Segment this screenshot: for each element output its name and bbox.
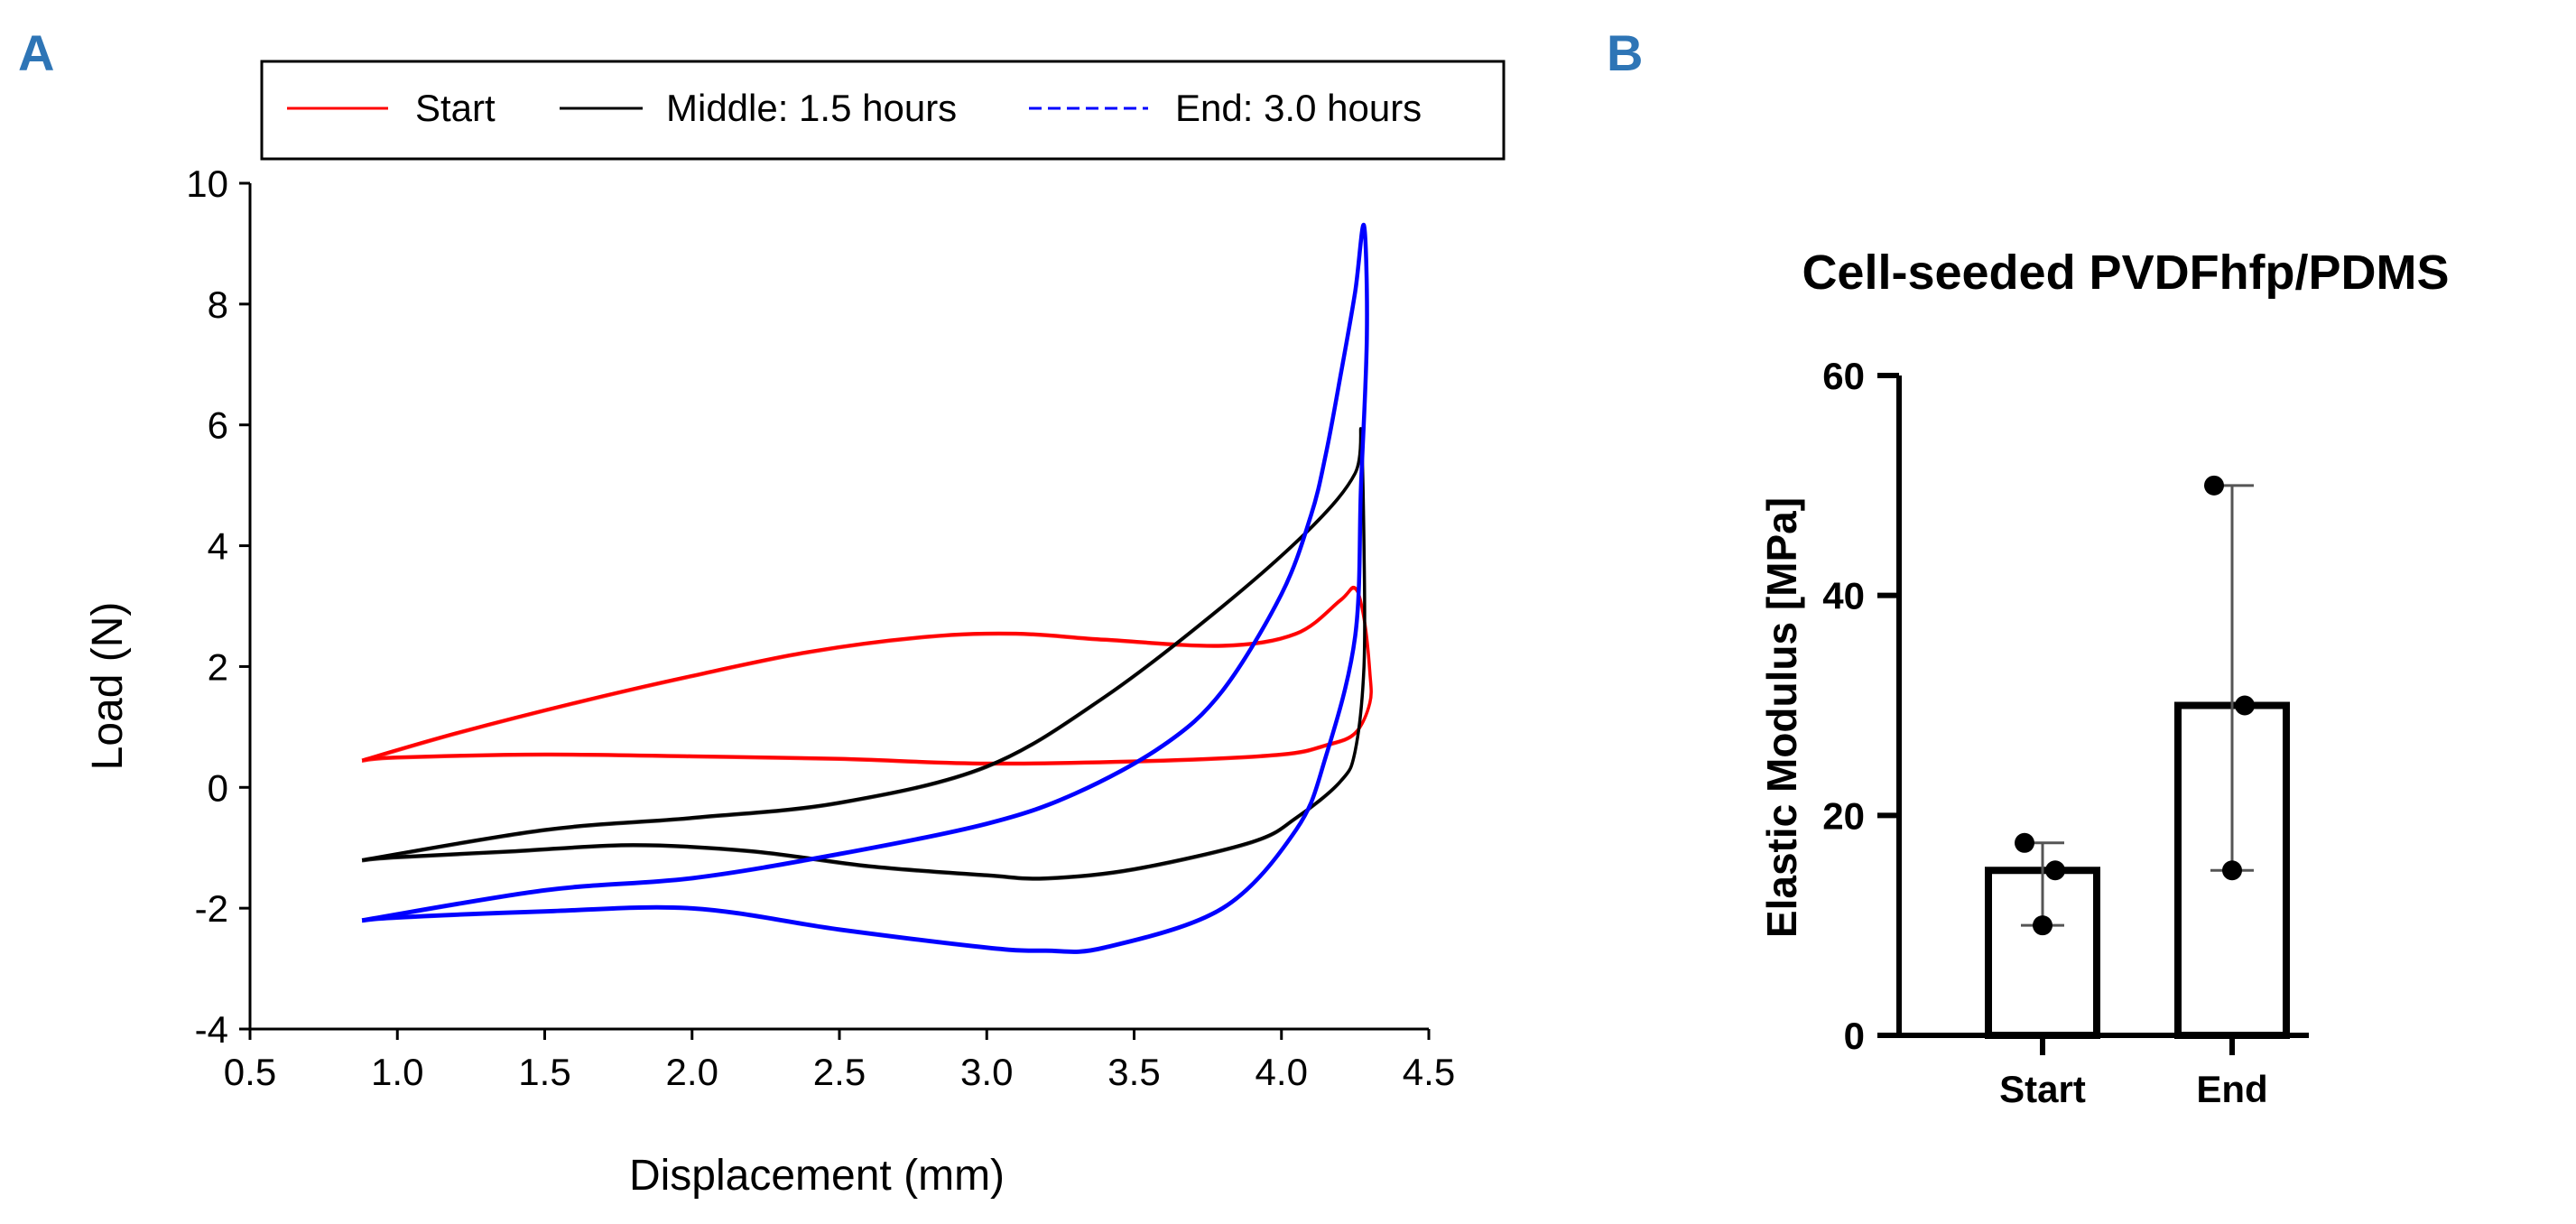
panel-a-label: A <box>18 24 54 81</box>
y-tick-label: 6 <box>208 404 228 447</box>
data-point-end <box>2222 860 2242 881</box>
y-tick-label: 20 <box>1822 794 1865 837</box>
legend: Start Middle: 1.5 hours End: 3.0 hours <box>260 60 1506 161</box>
plot-area <box>361 222 1373 955</box>
y-tick-label: 4 <box>208 525 228 568</box>
y-axis-label: Elastic Modulus [MPa] <box>1758 497 1805 938</box>
x-tick-label: 4.5 <box>1403 1051 1455 1093</box>
x-tick-label-end: End <box>2196 1068 2267 1110</box>
x-axis-label: Displacement (mm) <box>629 1152 1005 1200</box>
y-axis-label: Load (N) <box>84 602 132 771</box>
legend-label-end-3-0-hours: End: 3.0 hours <box>1175 87 1422 129</box>
y-tick-label: -4 <box>195 1008 228 1051</box>
y-tick-label: 40 <box>1822 575 1865 617</box>
series-line-middle-1-5-hours <box>361 427 1367 880</box>
x-tick-label-start: Start <box>1999 1068 2086 1110</box>
y-tick-label: 0 <box>208 766 228 809</box>
y-tick-label: 2 <box>208 645 228 688</box>
y-tick-label: 0 <box>1844 1015 1865 1057</box>
x-tick-label: 0.5 <box>224 1051 276 1093</box>
x-tick-label: 3.5 <box>1107 1051 1160 1093</box>
x-tick-label: 2.0 <box>666 1051 718 1093</box>
data-point-end <box>2204 475 2224 496</box>
bar-start <box>1985 867 2100 1039</box>
x-tick-label: 4.0 <box>1256 1051 1308 1093</box>
series-line-middle-1-5-hours-cycle <box>361 430 1366 881</box>
series-line-start-cycle <box>361 588 1372 766</box>
x-tick-label: 1.0 <box>371 1051 423 1093</box>
series-line-end-3-0-hours-cycle <box>361 226 1368 955</box>
y-tick-label: 60 <box>1822 355 1865 397</box>
y-tick-label: 10 <box>186 162 228 205</box>
series-line-end-3-0-hours <box>361 222 1369 954</box>
chart-title: Cell-seeded PVDFhfp/PDMS <box>1802 246 2449 300</box>
legend-box <box>260 60 1506 161</box>
x-tick-label: 3.0 <box>960 1051 1013 1093</box>
y-tick-label: 8 <box>208 283 228 326</box>
y-tick-label: -2 <box>195 887 228 930</box>
panel-b-bar-chart: Cell-seeded PVDFhfp/PDMS Elastic Modulus… <box>1758 246 2450 1110</box>
data-point-end <box>2235 695 2255 716</box>
data-point-start <box>2045 860 2065 881</box>
axes: -4 -2 0 2 4 6 8 10 0.5 1.0 1.5 2.0 2.5 3.0 3.5 4.0 4.5 <box>186 162 1455 1093</box>
bars: Start End <box>1985 475 2290 1110</box>
panel-b-label: B <box>1607 24 1643 81</box>
legend-label-middle-1-5-hours: Middle: 1.5 hours <box>666 87 957 129</box>
data-point-start <box>2033 915 2052 936</box>
x-tick-label: 1.5 <box>518 1051 570 1093</box>
data-point-start <box>2015 832 2034 853</box>
x-tick-label: 2.5 <box>813 1051 866 1093</box>
series-line-start <box>361 585 1373 765</box>
panel-a-line-chart: Start Middle: 1.5 hours End: 3.0 hours -4-… <box>84 60 1506 1200</box>
legend-label-start: Start <box>415 87 496 129</box>
